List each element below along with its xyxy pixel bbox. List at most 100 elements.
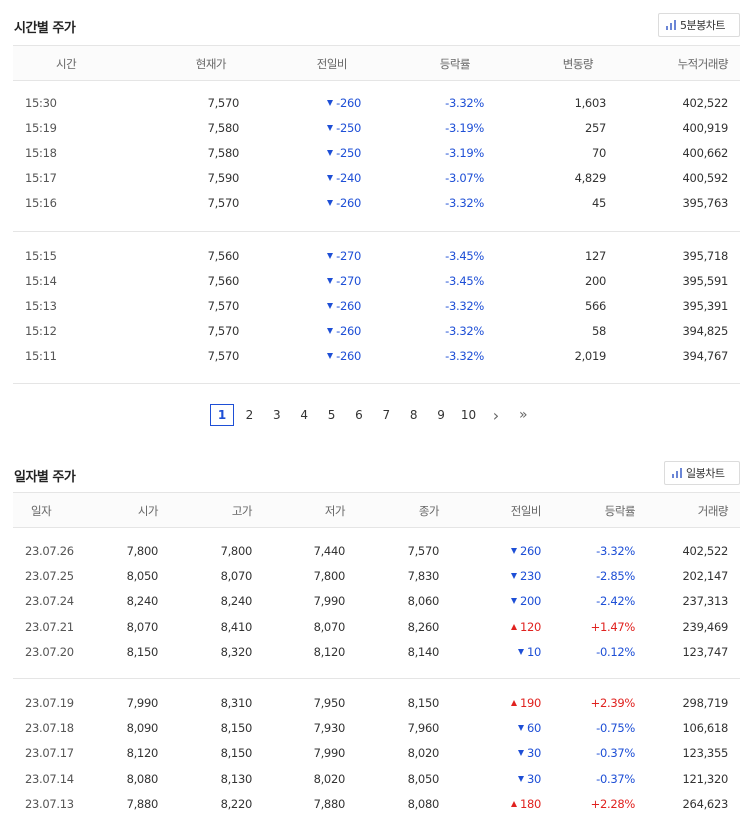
volume-cell: 200 xyxy=(584,274,606,288)
change-cell: 120 xyxy=(510,619,541,634)
price-cell: 7,570 xyxy=(207,299,240,313)
open-cell: 8,150 xyxy=(126,644,159,659)
change-cell: 10 xyxy=(517,645,541,659)
rate-cell: -0.37% xyxy=(596,746,635,761)
page-4-link[interactable]: 4 xyxy=(300,408,308,422)
five-minute-chart-button[interactable]: 5분봉차트 xyxy=(658,13,740,37)
last-page-icon[interactable]: » xyxy=(519,407,528,423)
rate-cell: +2.28% xyxy=(590,796,636,811)
open-cell: 8,120 xyxy=(126,746,159,761)
page-10-link[interactable]: 10 xyxy=(460,408,477,422)
rate-cell: -3.32% xyxy=(596,544,635,558)
rate-cell: -3.32% xyxy=(445,324,484,338)
page-2-link[interactable]: 2 xyxy=(245,408,254,422)
volume-cell: 123,355 xyxy=(682,746,729,761)
bar-chart-icon xyxy=(666,20,676,30)
change-value: 180 xyxy=(519,796,541,811)
rate-cell: -3.32% xyxy=(445,299,484,313)
table-row: 23.07.21 8,070 8,410 8,070 8,260 120 +1.47% 239… xyxy=(0,620,740,636)
change-value: 200 xyxy=(519,594,541,609)
change-cell: 260 xyxy=(510,544,541,558)
change-cell: -260 xyxy=(327,299,361,313)
change-cell: 190 xyxy=(510,696,541,710)
table-row: 23.07.19 7,990 8,310 7,950 8,150 190 +2.39% 298… xyxy=(0,696,740,712)
bar-chart-icon xyxy=(672,468,682,478)
page-9-link[interactable]: 9 xyxy=(437,408,445,422)
date-cell: 23.07.18 xyxy=(25,721,74,736)
daily-chart-button[interactable]: 일봉차트 xyxy=(664,461,740,485)
change-value: 230 xyxy=(519,569,541,584)
change-cell: -270 xyxy=(327,249,361,263)
header-change: 전일비 xyxy=(316,57,348,71)
change-value: -260 xyxy=(336,196,361,210)
change-value: 30 xyxy=(526,746,541,761)
change-value: -270 xyxy=(336,274,361,288)
high-cell: 8,410 xyxy=(220,619,253,634)
triangle-down-icon xyxy=(517,750,524,757)
rate-cell: -3.07% xyxy=(445,171,484,185)
change-cell: 30 xyxy=(517,772,541,786)
high-cell: 8,130 xyxy=(220,771,253,786)
change-cell: 230 xyxy=(510,569,541,584)
header-change: 전일비 xyxy=(510,504,542,518)
page-1-link[interactable]: 1 xyxy=(210,404,234,426)
triangle-down-icon xyxy=(327,200,334,206)
rate-cell: +2.39% xyxy=(590,696,636,710)
table-row: 23.07.17 8,120 8,150 7,990 8,020 30 -0.37% 123,… xyxy=(0,746,740,762)
change-cell: 200 xyxy=(510,594,541,609)
page-5-link[interactable]: 5 xyxy=(327,408,336,422)
page-7-link[interactable]: 7 xyxy=(382,408,391,422)
header-close: 종가 xyxy=(418,504,440,518)
header-volume: 변동량 xyxy=(562,57,594,71)
high-cell: 8,320 xyxy=(220,644,253,659)
table-row: 23.07.18 8,090 8,150 7,930 7,960 60 -0.75% 106,… xyxy=(0,721,740,737)
acc-volume-cell: 395,718 xyxy=(682,249,729,263)
date-cell: 23.07.17 xyxy=(25,746,74,761)
change-cell: -260 xyxy=(327,196,361,210)
table-row: 23.07.20 8,150 8,320 8,120 8,140 10 -0.12% 123,… xyxy=(0,645,740,661)
volume-cell: 45 xyxy=(591,196,606,210)
date-cell: 23.07.26 xyxy=(25,544,74,558)
triangle-down-icon xyxy=(327,253,334,259)
open-cell: 8,090 xyxy=(126,721,159,736)
time-cell: 15:15 xyxy=(25,249,57,263)
table-row: 15:19 7,580 -250 -3.19% 257 400,919 xyxy=(0,121,740,137)
next-page-icon[interactable]: › xyxy=(492,405,500,425)
page-3-link[interactable]: 3 xyxy=(272,408,281,422)
table-row: 15:16 7,570 -260 -3.32% 45 395,763 xyxy=(0,196,740,212)
volume-cell: 106,618 xyxy=(682,721,729,736)
change-cell: -260 xyxy=(327,349,361,363)
volume-cell: 402,522 xyxy=(682,544,729,558)
table-row: 23.07.25 8,050 8,070 7,800 7,830 230 -2.85% 202… xyxy=(0,569,740,585)
pagination-pages: 1 2 3 4 5 6 7 8 9 10 xyxy=(210,404,484,426)
volume-cell: 239,469 xyxy=(682,619,729,634)
change-value: 120 xyxy=(519,619,541,634)
rate-cell: -2.85% xyxy=(596,569,635,584)
close-cell: 7,830 xyxy=(407,569,440,584)
daily-chart-label: 일봉차트 xyxy=(686,467,725,480)
date-cell: 23.07.20 xyxy=(25,644,74,659)
table-row: 23.07.14 8,080 8,130 8,020 8,050 30 -0.37% 121,… xyxy=(0,772,740,788)
rate-cell: -0.12% xyxy=(596,644,635,659)
triangle-down-icon xyxy=(327,100,334,106)
high-cell: 8,220 xyxy=(220,796,253,811)
pagination: 1 2 3 4 5 6 7 8 9 10 › » xyxy=(210,403,539,427)
low-cell: 7,990 xyxy=(313,594,346,609)
time-cell: 15:13 xyxy=(25,299,57,313)
open-cell: 7,990 xyxy=(126,696,159,710)
table-row: 15:15 7,560 -270 -3.45% 127 395,718 xyxy=(0,249,740,265)
table-row: 23.07.26 7,800 7,800 7,440 7,570 260 -3.32% 402… xyxy=(0,544,740,560)
change-cell: -260 xyxy=(327,324,361,338)
low-cell: 7,880 xyxy=(313,796,346,811)
page-6-link[interactable]: 6 xyxy=(355,408,363,422)
price-cell: 7,560 xyxy=(207,249,240,263)
table-row: 15:12 7,570 -260 -3.32% 58 394,825 xyxy=(0,324,740,340)
page-8-link[interactable]: 8 xyxy=(409,408,418,422)
close-cell: 8,080 xyxy=(407,796,440,811)
open-cell: 8,070 xyxy=(126,619,159,634)
acc-volume-cell: 400,919 xyxy=(682,121,729,135)
intraday-table-bottom-border xyxy=(13,383,740,384)
time-cell: 15:17 xyxy=(25,171,57,185)
change-value: -260 xyxy=(336,96,361,110)
close-cell: 7,960 xyxy=(407,721,440,736)
